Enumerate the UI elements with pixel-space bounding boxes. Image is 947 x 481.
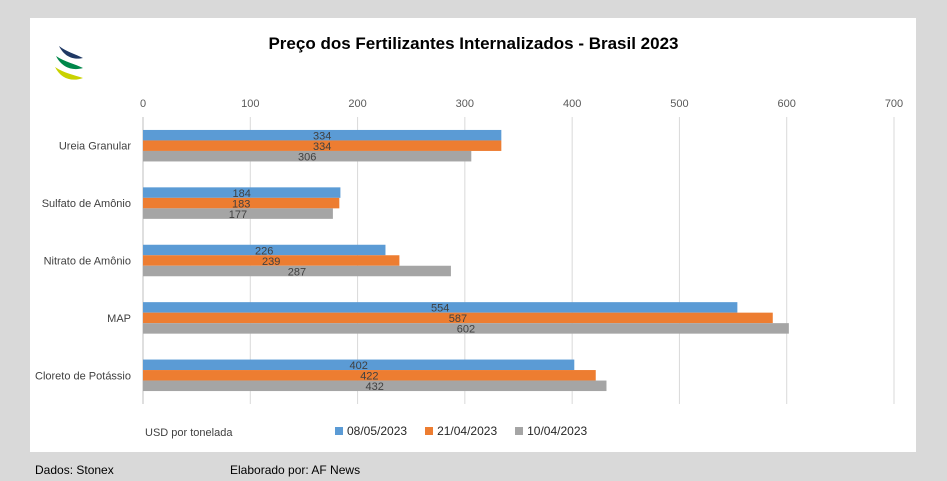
data-label: 422 [360, 371, 378, 383]
legend-label: 21/04/2023 [437, 424, 498, 438]
category-label: MAP [107, 313, 131, 325]
legend-item: 21/04/2023 [425, 424, 497, 438]
legend-swatch [425, 427, 434, 435]
x-axis-label: USD por tonelada [145, 427, 233, 439]
source-note: Dados: Stonex [35, 463, 114, 477]
bar [143, 359, 575, 371]
legend: 08/05/2023 21/04/2023 10/04/2023 [335, 424, 587, 438]
chart-title: Preço dos Fertilizantes Internalizados -… [268, 34, 679, 53]
data-label: 177 [229, 209, 247, 221]
data-label: 183 [232, 198, 250, 210]
data-label: 432 [366, 381, 384, 393]
bar [143, 265, 451, 277]
bar [143, 380, 607, 392]
data-label: 554 [431, 303, 449, 315]
bar [143, 323, 789, 334]
x-tick-label: 700 [885, 98, 903, 110]
data-label: 306 [298, 151, 316, 163]
bar [143, 244, 386, 256]
bar [143, 140, 502, 151]
legend-label: 10/04/2023 [527, 424, 588, 438]
legend-item: 10/04/2023 [515, 424, 587, 438]
x-tick-label: 300 [456, 98, 474, 110]
x-tick-label: 200 [348, 98, 366, 110]
bar [143, 312, 773, 324]
bar [143, 197, 340, 209]
category-label: Sulfato de Amônio [42, 198, 131, 210]
category-label: Ureia Granular [59, 141, 131, 153]
bar [143, 187, 341, 198]
legend-swatch [335, 427, 343, 435]
category-label: Nitrato de Amônio [44, 256, 131, 268]
x-tick-label: 500 [670, 98, 688, 110]
bar [143, 255, 400, 266]
data-label: 226 [255, 245, 273, 257]
x-tick-label: 0 [140, 98, 146, 110]
data-label: 602 [457, 324, 475, 336]
data-label: 334 [313, 130, 331, 142]
data-label: 287 [288, 266, 306, 278]
data-label: 184 [233, 188, 251, 200]
x-tick-label: 100 [241, 98, 259, 110]
legend-label: 08/05/2023 [347, 424, 408, 438]
x-tick-label: 600 [778, 98, 796, 110]
author-note: Elaborado por: AF News [230, 463, 361, 477]
bar [143, 150, 472, 162]
bar [143, 208, 333, 219]
x-tick-label: 400 [563, 98, 581, 110]
bar [143, 302, 738, 313]
legend-item: 08/05/2023 [335, 424, 407, 438]
bar [143, 370, 596, 381]
category-label: Cloreto de Potássio [35, 370, 131, 382]
legend-swatch [515, 427, 524, 435]
leaf-logo-icon [55, 46, 83, 80]
data-label: 334 [313, 141, 331, 153]
data-label: 239 [262, 256, 280, 268]
data-label: 587 [449, 313, 467, 325]
bar [143, 129, 502, 141]
data-label: 402 [349, 360, 367, 372]
